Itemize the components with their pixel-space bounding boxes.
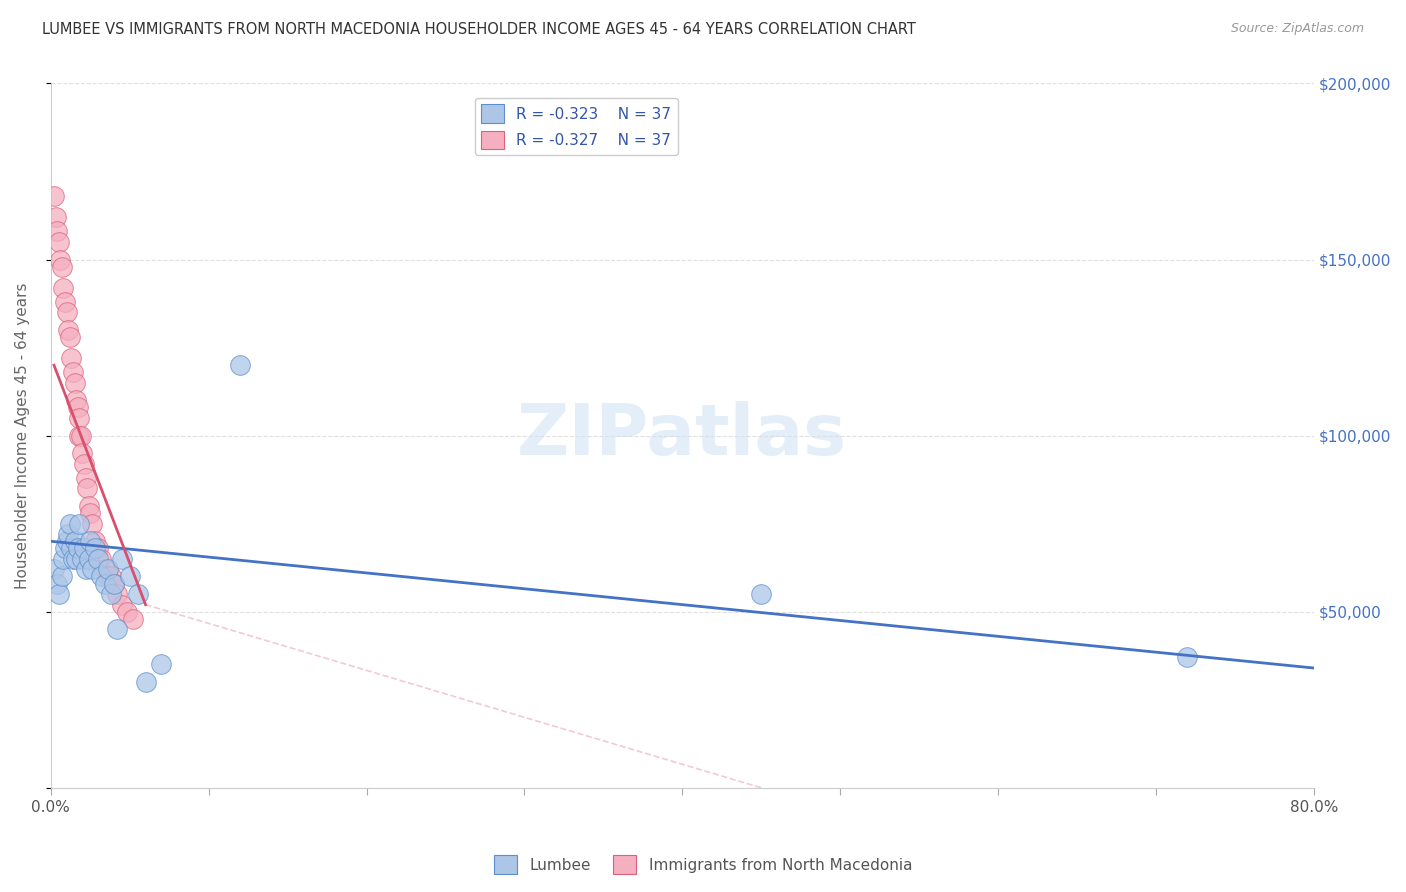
- Point: [80, 562, 103, 576]
- Point: [79, 506, 101, 520]
- Legend: R = -0.323    N = 37, R = -0.327    N = 37: R = -0.323 N = 37, R = -0.327 N = 37: [475, 98, 678, 155]
- Point: [90, 552, 112, 566]
- Point: [97, 562, 120, 576]
- Point: [59, 516, 82, 531]
- Point: [105, 587, 128, 601]
- Point: [111, 598, 134, 612]
- Point: [62, 365, 84, 379]
- Point: [103, 576, 125, 591]
- Point: [73, 541, 96, 556]
- Point: [79, 534, 101, 549]
- Point: [53, 294, 76, 309]
- Point: [105, 622, 128, 636]
- Point: [52, 281, 75, 295]
- Point: [60, 351, 83, 365]
- Point: [51, 569, 73, 583]
- Point: [49, 252, 72, 267]
- Text: LUMBEE VS IMMIGRANTS FROM NORTH MACEDONIA HOUSEHOLDER INCOME AGES 45 - 64 YEARS : LUMBEE VS IMMIGRANTS FROM NORTH MACEDONI…: [42, 22, 917, 37]
- Point: [48, 587, 70, 601]
- Point: [87, 552, 110, 566]
- Point: [127, 587, 149, 601]
- Point: [48, 235, 70, 249]
- Point: [76, 482, 98, 496]
- Point: [53, 541, 76, 556]
- Point: [63, 376, 86, 390]
- Point: [97, 569, 120, 583]
- Point: [45, 211, 67, 225]
- Y-axis label: Householder Income Ages 45 - 64 years: Householder Income Ages 45 - 64 years: [15, 283, 30, 589]
- Point: [65, 393, 87, 408]
- Point: [55, 534, 77, 549]
- Text: ZIPatlas: ZIPatlas: [517, 401, 848, 470]
- Point: [62, 552, 84, 566]
- Point: [135, 675, 157, 690]
- Point: [52, 552, 75, 566]
- Point: [72, 552, 94, 566]
- Point: [42, 189, 65, 203]
- Point: [80, 516, 103, 531]
- Point: [58, 323, 80, 337]
- Legend: Lumbee, Immigrants from North Macedonia: Lumbee, Immigrants from North Macedonia: [488, 849, 918, 880]
- Point: [77, 552, 100, 566]
- Point: [100, 569, 122, 583]
- Point: [93, 576, 115, 591]
- Point: [51, 260, 73, 274]
- Point: [150, 657, 173, 672]
- Point: [58, 527, 80, 541]
- Point: [75, 471, 97, 485]
- Point: [73, 457, 96, 471]
- Point: [100, 587, 122, 601]
- Point: [115, 605, 138, 619]
- Point: [111, 552, 134, 566]
- Point: [87, 541, 110, 556]
- Point: [42, 562, 65, 576]
- Point: [84, 541, 107, 556]
- Point: [60, 541, 83, 556]
- Point: [46, 224, 69, 238]
- Point: [1177, 650, 1199, 665]
- Point: [66, 541, 89, 556]
- Point: [118, 569, 141, 583]
- Point: [67, 411, 90, 425]
- Point: [84, 534, 107, 549]
- Point: [90, 569, 112, 583]
- Point: [65, 552, 87, 566]
- Point: [46, 576, 69, 591]
- Point: [77, 499, 100, 513]
- Point: [59, 330, 82, 344]
- Point: [749, 587, 772, 601]
- Point: [229, 358, 252, 372]
- Point: [103, 576, 125, 591]
- Point: [67, 516, 90, 531]
- Point: [72, 446, 94, 460]
- Point: [75, 562, 97, 576]
- Point: [67, 428, 90, 442]
- Point: [69, 428, 91, 442]
- Point: [55, 305, 77, 319]
- Point: [63, 534, 86, 549]
- Text: Source: ZipAtlas.com: Source: ZipAtlas.com: [1230, 22, 1364, 36]
- Point: [66, 401, 89, 415]
- Point: [122, 612, 145, 626]
- Point: [93, 562, 115, 576]
